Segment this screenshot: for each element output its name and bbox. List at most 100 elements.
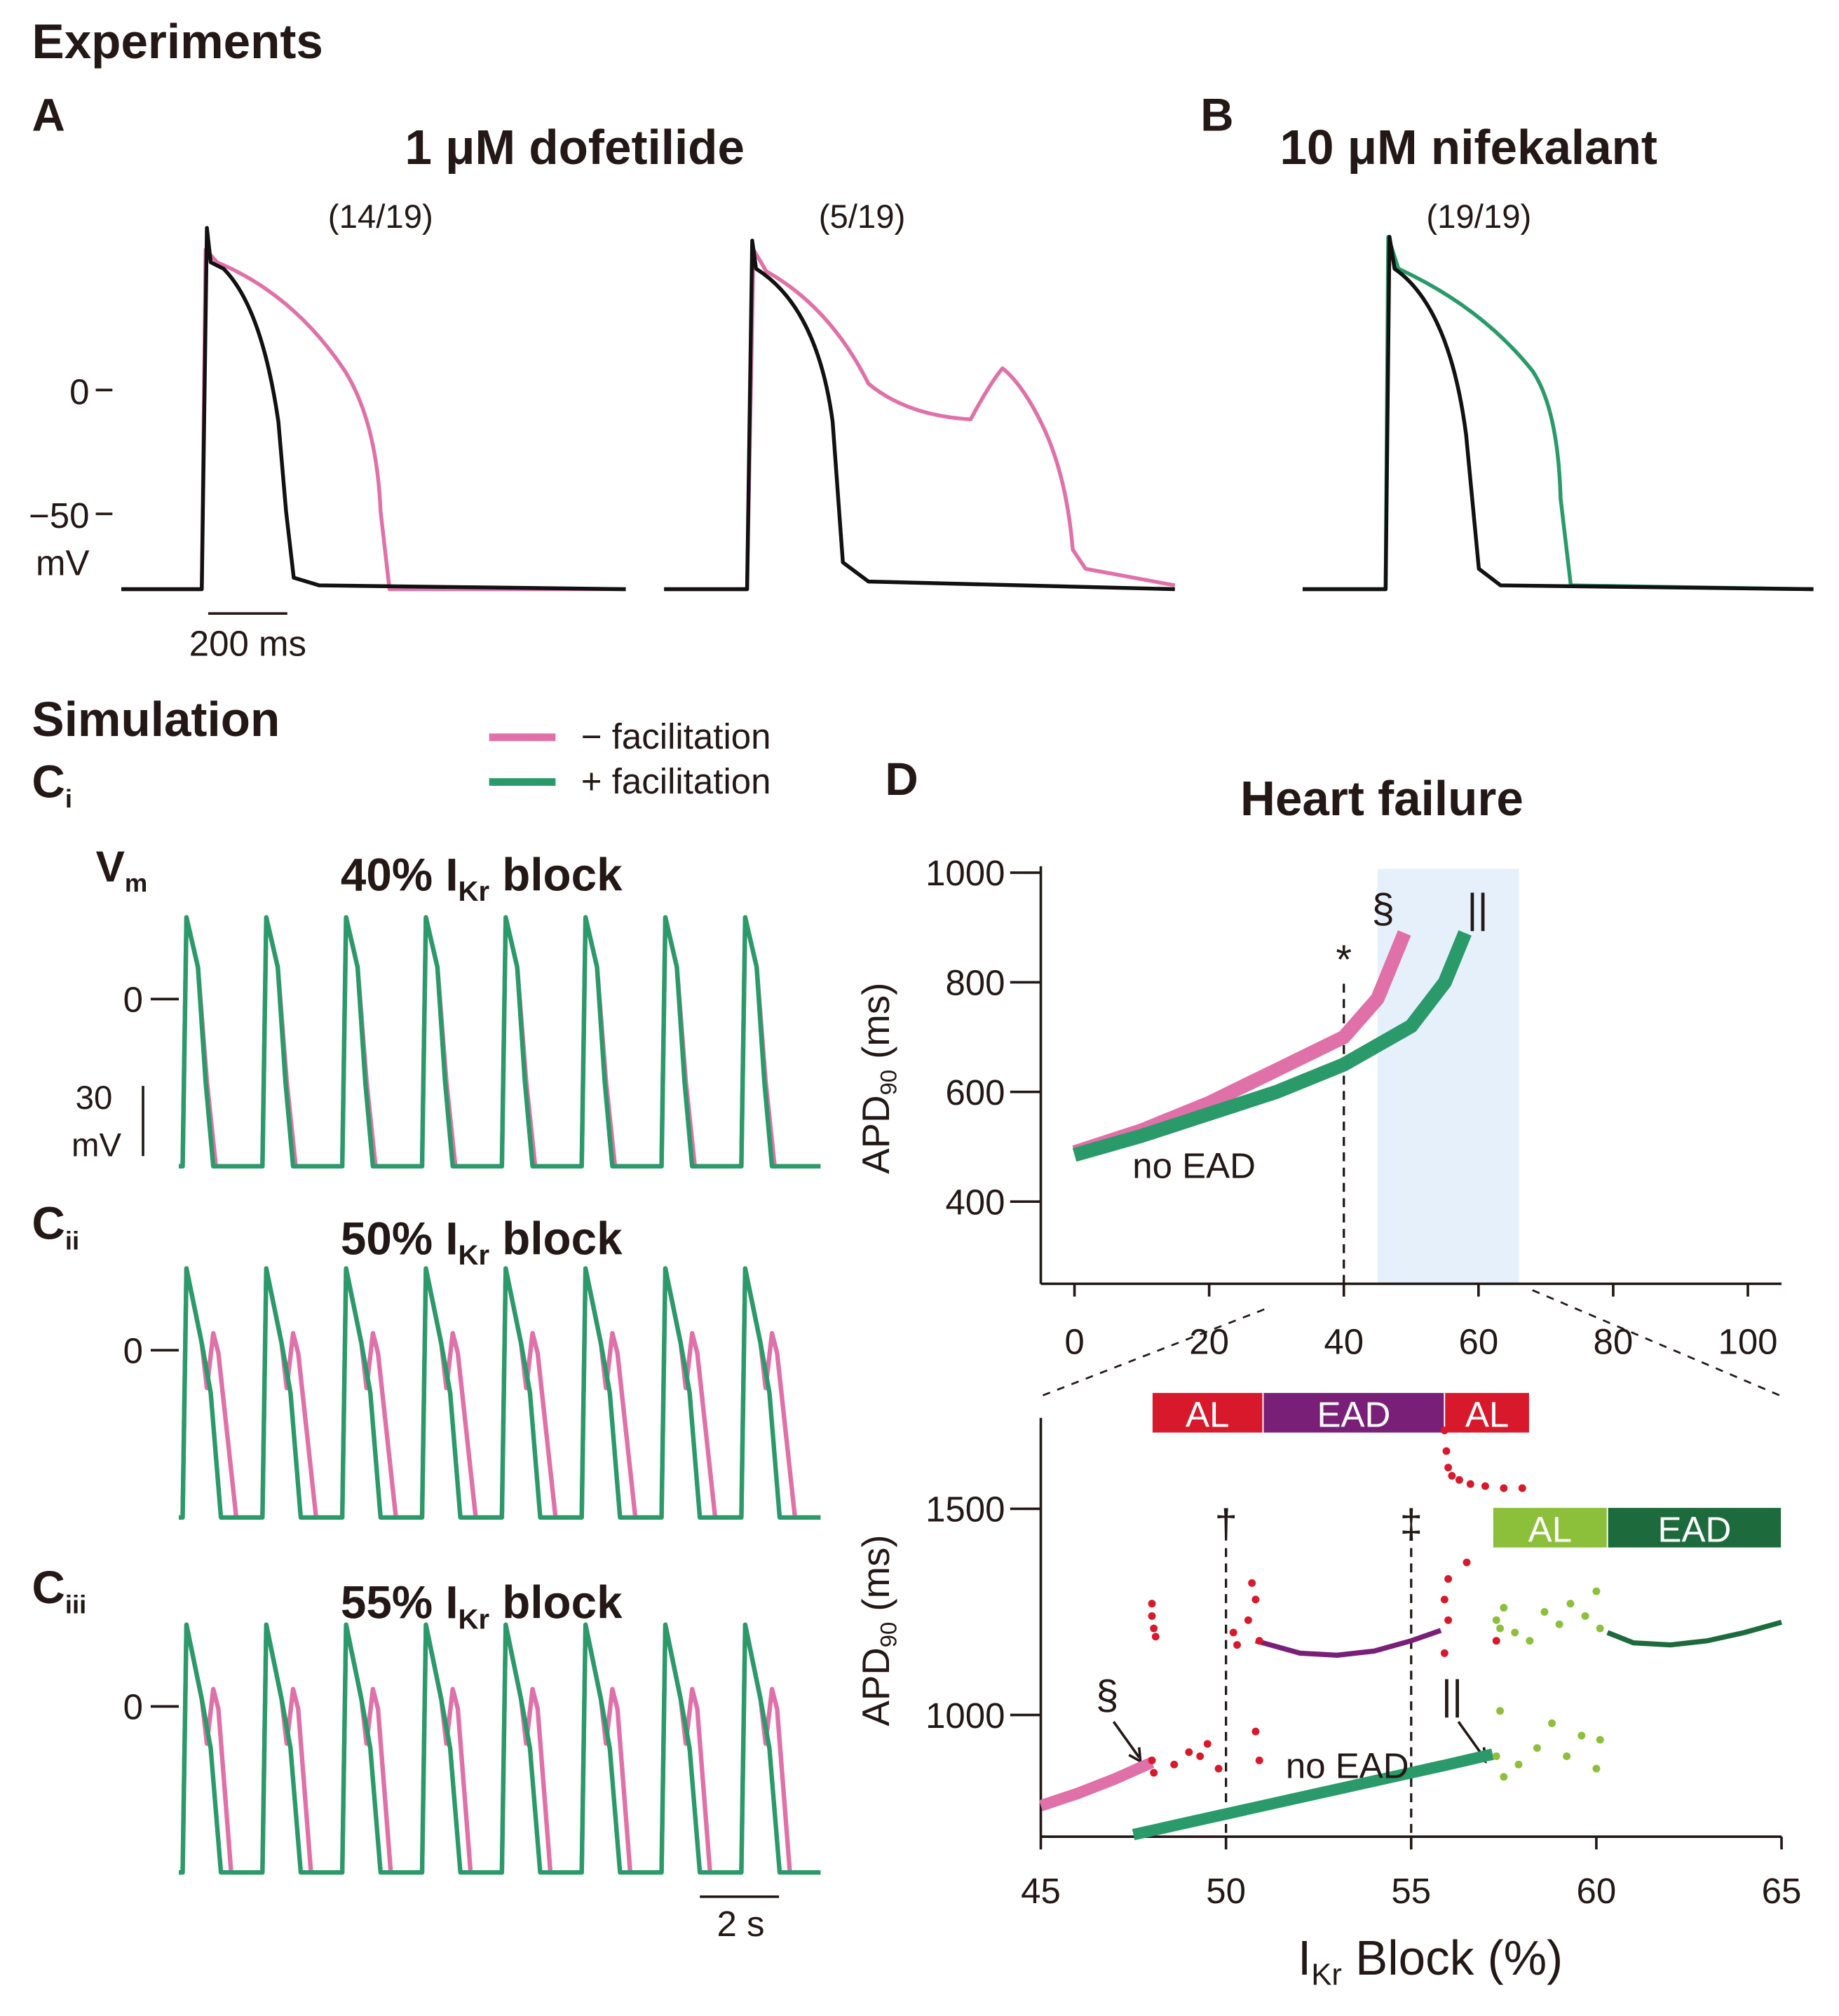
label-part: (ms) <box>855 1534 897 1621</box>
region-bar <box>1151 1391 1264 1434</box>
trace <box>664 238 1175 592</box>
annotation: § <box>1372 886 1394 932</box>
point <box>1496 1707 1505 1715</box>
point <box>1448 1471 1456 1480</box>
trace <box>664 247 1176 592</box>
point <box>1251 1595 1260 1604</box>
point <box>1244 1616 1252 1624</box>
point <box>1255 1637 1263 1645</box>
legend-label: − facilitation <box>581 716 771 756</box>
count: (14/19) <box>328 198 433 236</box>
point <box>1214 1764 1223 1773</box>
x-tick-label: 20 <box>1189 1322 1229 1362</box>
label-part: I <box>1298 1930 1311 1985</box>
point <box>1492 1752 1500 1760</box>
point <box>1518 1484 1526 1492</box>
reference-label: ‡ <box>1400 1501 1423 1547</box>
region-label: AL <box>1465 1394 1509 1434</box>
letter: C <box>32 1562 65 1613</box>
point <box>1526 1637 1534 1645</box>
point <box>1511 1628 1519 1637</box>
region-bar <box>1262 1391 1446 1434</box>
title-part: 55% I <box>341 1577 459 1628</box>
y-label: mV <box>36 543 90 583</box>
point <box>1592 1587 1601 1595</box>
y-tick-label: 1000 <box>925 1696 1005 1736</box>
label-part: Block (%) <box>1342 1930 1563 1985</box>
trace <box>121 226 626 592</box>
subscript: 90 <box>876 1622 902 1647</box>
trace <box>1302 235 1814 592</box>
title-part: 40% I <box>341 849 459 900</box>
y-tick-label: 800 <box>945 963 1005 1003</box>
series-line <box>1132 1748 1494 1841</box>
letter: C <box>32 1198 65 1249</box>
reference-label: * <box>1336 937 1352 983</box>
point <box>1463 1558 1471 1567</box>
point <box>1496 1624 1505 1633</box>
zero-label: 0 <box>123 1330 143 1370</box>
panel-letter: Cii <box>32 1198 80 1255</box>
annotation: § <box>1096 1673 1118 1718</box>
x-tick-label: 65 <box>1762 1871 1802 1911</box>
point <box>1500 1773 1508 1781</box>
arrow <box>1112 1721 1142 1764</box>
point <box>1596 1736 1604 1744</box>
point <box>1185 1748 1193 1757</box>
point <box>1592 1764 1601 1773</box>
point <box>1148 1612 1156 1620</box>
panel-title: 40% IKr block <box>341 849 623 907</box>
point <box>1492 1637 1500 1645</box>
point <box>1148 1756 1156 1764</box>
region-label: EAD <box>1657 1509 1731 1549</box>
title-part: block <box>489 1577 623 1628</box>
annotation: no EAD <box>1132 1145 1256 1185</box>
point <box>1455 1476 1463 1484</box>
region-label: AL <box>1528 1509 1572 1549</box>
x-tick-label: 40 <box>1324 1322 1364 1362</box>
trace <box>179 1622 821 1875</box>
trace <box>179 1266 821 1520</box>
point <box>1440 1649 1448 1657</box>
legend-label: + facilitation <box>581 761 771 801</box>
point <box>1555 1620 1563 1628</box>
reference-label: † <box>1214 1501 1237 1547</box>
y-axis-label: APD90 (ms) <box>855 983 902 1174</box>
point <box>1255 1756 1263 1764</box>
y-tick-label: 400 <box>945 1182 1005 1222</box>
x-tick-label: 100 <box>1718 1322 1777 1362</box>
scale-label: mV <box>72 1126 121 1164</box>
annotation: || <box>1441 1673 1463 1718</box>
x-tick-label: 60 <box>1458 1322 1498 1362</box>
annotation: || <box>1467 886 1488 932</box>
scale-label: 30 <box>76 1079 113 1117</box>
point <box>1203 1740 1212 1748</box>
subscript: Kr <box>459 1604 490 1635</box>
zoom-lines <box>1040 1289 1782 1398</box>
label-part: APD <box>855 1647 897 1726</box>
point <box>1150 1769 1158 1777</box>
subscript: Kr <box>459 1240 490 1271</box>
panel-title: 10 μM nifekalant <box>1280 120 1657 175</box>
series-line <box>1606 1619 1783 1648</box>
region-label: AL <box>1186 1394 1229 1434</box>
point <box>1248 1579 1256 1587</box>
experiment-traces <box>121 226 1814 592</box>
title-part: block <box>489 1213 623 1265</box>
point <box>1581 1612 1589 1620</box>
point <box>1500 1484 1508 1492</box>
point <box>1548 1719 1556 1727</box>
point <box>1481 1482 1489 1490</box>
region-bar <box>1492 1506 1608 1549</box>
x-tick-label: 55 <box>1391 1871 1431 1911</box>
zero-label: 0 <box>123 1687 143 1727</box>
x-tick-label: 50 <box>1206 1871 1246 1911</box>
series-line <box>1254 1628 1442 1658</box>
chart-title: Heart failure <box>1240 771 1524 826</box>
subscript: 90 <box>876 1070 902 1095</box>
panel-title: 1 μM dofetilide <box>405 120 745 175</box>
heading: Simulation <box>32 692 280 747</box>
x-tick-label: 45 <box>1021 1871 1061 1911</box>
trace <box>1302 235 1814 592</box>
